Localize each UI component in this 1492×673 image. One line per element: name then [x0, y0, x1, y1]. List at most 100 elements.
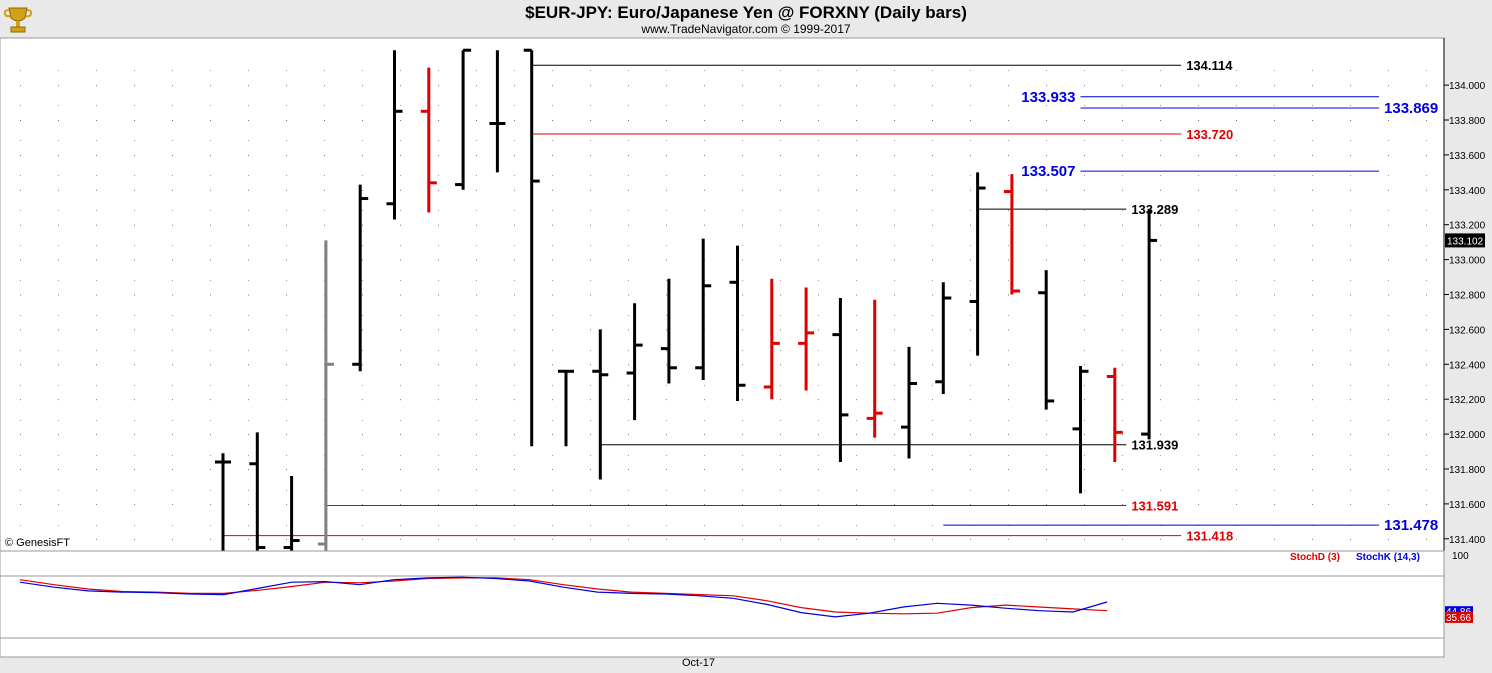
grid-dot — [248, 399, 249, 401]
grid-dot — [210, 175, 211, 176]
grid-dot — [362, 490, 363, 491]
grid-dot — [704, 455, 705, 456]
grid-dot — [172, 85, 173, 87]
grid-dot — [1084, 154, 1085, 156]
grid-dot — [704, 385, 705, 386]
grid-dot — [172, 245, 173, 246]
grid-dot — [210, 245, 211, 246]
grid-dot — [1122, 224, 1123, 226]
grid-dot — [970, 210, 971, 211]
grid-dot — [894, 329, 895, 331]
grid-dot — [210, 420, 211, 421]
grid-dot — [742, 105, 743, 106]
grid-dot — [818, 315, 819, 316]
y-tick-label: 133.400 — [1449, 186, 1486, 197]
grid-dot — [1236, 85, 1237, 87]
grid-dot — [400, 468, 401, 470]
grid-dot — [1388, 120, 1389, 122]
grid-dot — [780, 85, 781, 87]
grid-dot — [362, 140, 363, 141]
grid-dot — [552, 175, 553, 176]
grid-dot — [58, 525, 59, 526]
grid-dot — [476, 105, 477, 106]
grid-dot — [894, 364, 895, 366]
grid-dot — [1426, 420, 1427, 421]
grid-dot — [856, 503, 857, 505]
grid-dot — [1122, 85, 1123, 87]
y-tick-label: 133.800 — [1449, 116, 1486, 127]
grid-dot — [58, 210, 59, 211]
grid-dot — [704, 490, 705, 491]
grid-dot — [818, 538, 819, 540]
grid-dot — [970, 385, 971, 386]
grid-dot — [590, 224, 591, 226]
grid-dot — [1274, 259, 1275, 261]
grid-dot — [970, 259, 971, 261]
grid-dot — [1350, 154, 1351, 156]
grid-dot — [134, 468, 135, 470]
grid-dot — [438, 490, 439, 491]
grid-dot — [286, 385, 287, 386]
grid-dot — [210, 538, 211, 540]
grid-dot — [172, 140, 173, 141]
grid-dot — [1046, 538, 1047, 540]
grid-dot — [742, 525, 743, 526]
grid-dot — [1198, 503, 1199, 505]
grid-dot — [210, 85, 211, 87]
grid-dot — [1122, 385, 1123, 386]
grid-dot — [172, 455, 173, 456]
grid-dot — [1388, 399, 1389, 401]
grid-dot — [856, 175, 857, 176]
grid-dot — [1388, 385, 1389, 386]
grid-dot — [628, 455, 629, 456]
grid-dot — [742, 468, 743, 470]
grid-dot — [856, 140, 857, 141]
grid-dot — [780, 538, 781, 540]
grid-dot — [1274, 490, 1275, 491]
grid-dot — [476, 525, 477, 526]
grid-dot — [324, 140, 325, 141]
grid-dot — [248, 503, 249, 505]
grid-dot — [970, 490, 971, 491]
price-grid — [20, 70, 1427, 540]
grid-dot — [1426, 329, 1427, 331]
grid-dot — [400, 420, 401, 421]
grid-dot — [248, 105, 249, 106]
grid-dot — [20, 420, 21, 421]
grid-dot — [286, 259, 287, 261]
grid-dot — [1388, 259, 1389, 261]
grid-dot — [1160, 245, 1161, 246]
grid-dot — [400, 70, 401, 71]
grid-dot — [286, 315, 287, 316]
grid-dot — [438, 154, 439, 156]
grid-dot — [552, 154, 553, 156]
grid-dot — [248, 329, 249, 331]
grid-dot — [666, 189, 667, 191]
grid-dot — [628, 85, 629, 87]
grid-dot — [742, 224, 743, 226]
price-axis: 131.400 131.600 131.800 132.000 132.200 132.4… — [1443, 38, 1486, 657]
grid-dot — [134, 420, 135, 421]
grid-dot — [780, 468, 781, 470]
grid-dot — [286, 105, 287, 106]
grid-dot — [590, 210, 591, 211]
grid-dot — [1350, 364, 1351, 366]
grid-dot — [134, 175, 135, 176]
grid-dot — [286, 189, 287, 191]
grid-dot — [552, 385, 553, 386]
grid-dot — [1008, 420, 1009, 421]
grid-dot — [780, 503, 781, 505]
grid-dot — [514, 280, 515, 281]
grid-dot — [628, 175, 629, 176]
grid-dot — [590, 525, 591, 526]
grid-dot — [1122, 105, 1123, 106]
grid-dot — [362, 350, 363, 351]
grid-dot — [780, 280, 781, 281]
grid-dot — [438, 140, 439, 141]
grid-dot — [742, 315, 743, 316]
grid-dot — [704, 70, 705, 71]
grid-dot — [1084, 315, 1085, 316]
grid-dot — [1160, 503, 1161, 505]
grid-dot — [1122, 280, 1123, 281]
y-tick-label: 132.200 — [1449, 395, 1486, 406]
